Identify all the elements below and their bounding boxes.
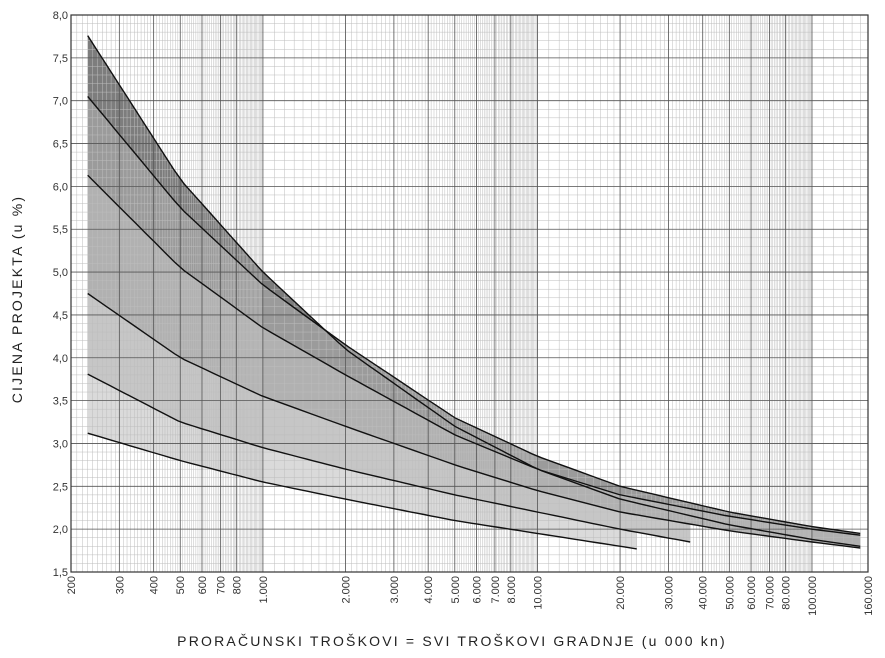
y-tick-label: 1,5 [53, 567, 68, 579]
y-tick-label: 6,0 [53, 181, 68, 193]
shaded-bands [87, 35, 861, 549]
y-tick-label: 3,5 [53, 396, 68, 408]
y-tick-label: 5,5 [53, 224, 68, 236]
x-tick-label: 20.000 [615, 576, 627, 610]
x-tick-label: 2.000 [341, 576, 353, 604]
x-tick-label: 400 [149, 576, 161, 594]
x-tick-label: 700 [215, 576, 227, 594]
y-tick-labels: 1,5 2,0 2,5 3,0 3,5 4,0 4,5 5,0 5,5 6,0 6,5 7,0 7,5 8… [53, 10, 68, 579]
series-5-line [87, 373, 691, 543]
series-2-line [87, 95, 861, 535]
x-tick-label: 60.000 [746, 576, 758, 610]
x-tick-label: 100.000 [807, 576, 819, 616]
curves [87, 35, 861, 550]
y-tick-label: 7,0 [53, 96, 68, 108]
series-3-line [87, 174, 861, 536]
x-tick-label: 10.000 [532, 576, 544, 610]
y-tick-label: 6,5 [53, 139, 68, 151]
x-tick-label: 30.000 [663, 576, 675, 610]
x-tick-label: 5.000 [450, 576, 462, 604]
series-4-line [87, 292, 861, 549]
x-tick-label: 50.000 [724, 576, 736, 610]
x-tick-labels: 200 300 400 500 600 700 800 1.000 2.000 3.000 4.00… [66, 576, 875, 616]
y-tick-label: 7,5 [53, 53, 68, 65]
x-tick-label: 160.000 [863, 576, 875, 616]
x-tick-label: 7.000 [490, 576, 502, 604]
x-tick-label: 6.000 [472, 576, 484, 604]
y-tick-label: 3,0 [53, 438, 68, 450]
x-tick-label: 70.000 [764, 576, 776, 610]
band-5 [87, 374, 637, 549]
x-tick-label: 600 [197, 576, 209, 594]
y-axis-title: CIJENA PROJEKTA (u %) [9, 195, 25, 404]
series-6-line [87, 432, 637, 550]
y-tick-label: 4,0 [53, 353, 68, 365]
y-tick-label: 2,0 [53, 524, 68, 536]
y-tick-label: 8,0 [53, 10, 68, 22]
x-tick-label: 80.000 [780, 576, 792, 610]
y-tick-label: 5,0 [53, 267, 68, 279]
x-tick-label: 40.000 [698, 576, 710, 610]
plot-frame [70, 14, 869, 573]
x-tick-label: 8.000 [506, 576, 518, 604]
x-tick-label: 300 [114, 576, 126, 594]
x-tick-label: 3.000 [389, 576, 401, 604]
x-axis-title: PRORAČUNSKI TROŠKOVI = SVI TROŠKOVI GRAD… [177, 633, 727, 649]
x-tick-label: 200 [66, 576, 78, 594]
x-tick-label: 4.000 [423, 576, 435, 604]
x-tick-label: 500 [175, 576, 187, 594]
series-1-line [87, 35, 861, 547]
y-tick-label: 4,5 [53, 310, 68, 322]
y-tick-label: 2,5 [53, 481, 68, 493]
x-tick-label: 1.000 [258, 576, 270, 604]
x-tick-label: 800 [231, 576, 243, 594]
